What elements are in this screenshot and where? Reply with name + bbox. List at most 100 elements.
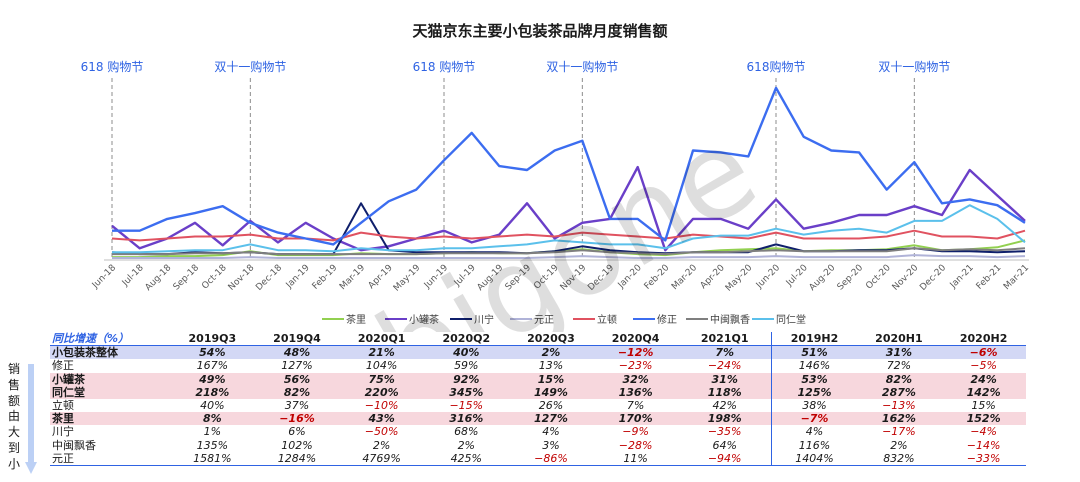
side-order-note: 销售额由大到小 <box>8 362 37 474</box>
side-label: 销售额由大到小 <box>8 362 21 471</box>
row-label: 茶里 <box>50 412 170 426</box>
table-cell: 2% <box>508 345 594 360</box>
legend-entry: 立顿 <box>597 313 617 326</box>
x-tick-label: Feb-21 <box>975 263 1004 292</box>
table-cell: 42% <box>677 398 773 413</box>
series-line <box>112 247 1026 256</box>
legend-entry: 川宁 <box>474 313 494 326</box>
row-label: 小包装茶整体 <box>50 345 170 360</box>
row-label: 中闽飘香 <box>52 438 96 452</box>
table-cell: 135% <box>196 438 229 452</box>
table-cell: −94% <box>677 451 773 466</box>
x-tick-label: Oct-18 <box>200 263 229 292</box>
table-cell: −28% <box>618 438 653 452</box>
table-cell: 125% <box>771 385 857 399</box>
table-column-header: 2020Q2 <box>423 332 509 347</box>
table-cell: 1% <box>203 425 222 439</box>
legend-entry: 同仁堂 <box>776 314 806 326</box>
table-cell: 102% <box>281 438 313 452</box>
table-cell: 136% <box>593 385 678 399</box>
table-cell: 4% <box>542 425 560 439</box>
table-cell: 82% <box>254 385 340 399</box>
x-tick-label: May-20 <box>724 263 755 294</box>
x-tick-label: Jun-20 <box>754 263 782 291</box>
series-line <box>112 204 1026 254</box>
series-line <box>111 165 1026 252</box>
table-cell: 49% <box>170 372 255 386</box>
table-column-header: 2019Q4 <box>254 332 340 347</box>
table-cell: 152% <box>941 412 1026 426</box>
event-label: 618 购物节 <box>80 60 144 74</box>
table-cell: 48% <box>254 345 340 360</box>
table-cell: −23% <box>618 359 653 373</box>
x-tick-label: Aug-18 <box>144 263 174 293</box>
table-cell: −16% <box>254 412 340 426</box>
table-cell: −13% <box>882 399 916 413</box>
x-tick-label: Jul-18 <box>120 263 146 289</box>
x-tick-label: Jan-21 <box>948 263 976 291</box>
table-cell: 3% <box>542 438 560 452</box>
table-cell: 31% <box>856 345 942 360</box>
table-row: 小包装茶整体 54% 48% 21% 40% 2% −12% 7% 51% 31% −6% <box>50 345 1026 360</box>
table-cell: 13% <box>538 359 564 373</box>
table-header-label: 同比增速（%） <box>50 332 170 347</box>
table-cell: 4769% <box>339 451 424 466</box>
table-cell: 21% <box>339 345 424 360</box>
table-cell: 68% <box>454 425 479 439</box>
table-cell: −17% <box>882 425 916 439</box>
table-cell: 149% <box>508 385 594 399</box>
table-column-header: 2019H2 <box>771 332 857 347</box>
table-cell: −4% <box>970 425 997 439</box>
series-line <box>112 86 1026 246</box>
x-tick-label: Sep-20 <box>836 263 866 293</box>
x-tick-label: Mar-21 <box>1002 263 1031 292</box>
chart-title: 天猫京东主要小包装茶品牌月度销售额 <box>412 22 668 40</box>
x-tick-label: Jul-20 <box>784 263 810 289</box>
table-row: 元正 1581% 1284% 4769% 425% −86% 11% −94% 1404% 832… <box>50 451 1026 466</box>
x-tick-label: Dec-20 <box>918 263 948 293</box>
row-label: 川宁 <box>52 425 74 439</box>
table-cell: 72% <box>886 359 912 373</box>
event-label: 618购物节 <box>746 60 806 74</box>
table-cell: 11% <box>593 451 678 466</box>
table-cell: 64% <box>677 438 773 452</box>
table-cell: −12% <box>593 345 678 360</box>
table-cell: 425% <box>423 451 509 466</box>
table-cell: 2% <box>372 438 391 452</box>
watermark: bigone <box>355 100 779 332</box>
table-cell: 162% <box>856 412 942 426</box>
table-row: 立顿 40% 37% −10% −15% 26% 7% 42% 38% −13% 15% <box>50 398 1026 413</box>
x-tick-label: Aug-20 <box>808 263 838 293</box>
x-tick-label: Jan-19 <box>284 263 312 291</box>
series-line <box>111 229 1026 242</box>
table-cell: 287% <box>856 385 942 399</box>
table-cell: 7% <box>626 399 645 413</box>
table-cell: −10% <box>364 399 399 413</box>
table-cell: 32% <box>593 372 678 386</box>
table-cell: −15% <box>449 399 484 413</box>
event-lines <box>111 78 915 260</box>
table-cell: 92% <box>423 372 509 386</box>
x-tick-label: Apr-20 <box>699 263 727 291</box>
down-arrow-icon <box>25 364 37 474</box>
x-tick-label: Nov-20 <box>891 263 921 293</box>
table-cell: 51% <box>771 345 857 360</box>
row-label: 立顿 <box>52 399 74 413</box>
table-column-header: 2020H1 <box>856 332 942 347</box>
series-line <box>112 254 1026 259</box>
table-cell: 2% <box>457 438 476 452</box>
legend-entry: 元正 <box>534 315 554 326</box>
table-cell: 198% <box>677 412 773 426</box>
table-cell: 2% <box>890 438 908 452</box>
table-column-header: 2021Q1 <box>677 332 773 347</box>
table-cell: −33% <box>941 451 1026 466</box>
table-cell: 170% <box>593 412 678 426</box>
table-cell: −9% <box>622 425 649 439</box>
event-label: 双十一购物节 <box>878 60 951 74</box>
table-cell: 146% <box>798 359 831 373</box>
table-cell: 56% <box>254 372 340 386</box>
table-cell: 1581% <box>170 451 255 466</box>
table-cell: −35% <box>677 425 773 439</box>
table-cell: 40% <box>200 399 225 413</box>
